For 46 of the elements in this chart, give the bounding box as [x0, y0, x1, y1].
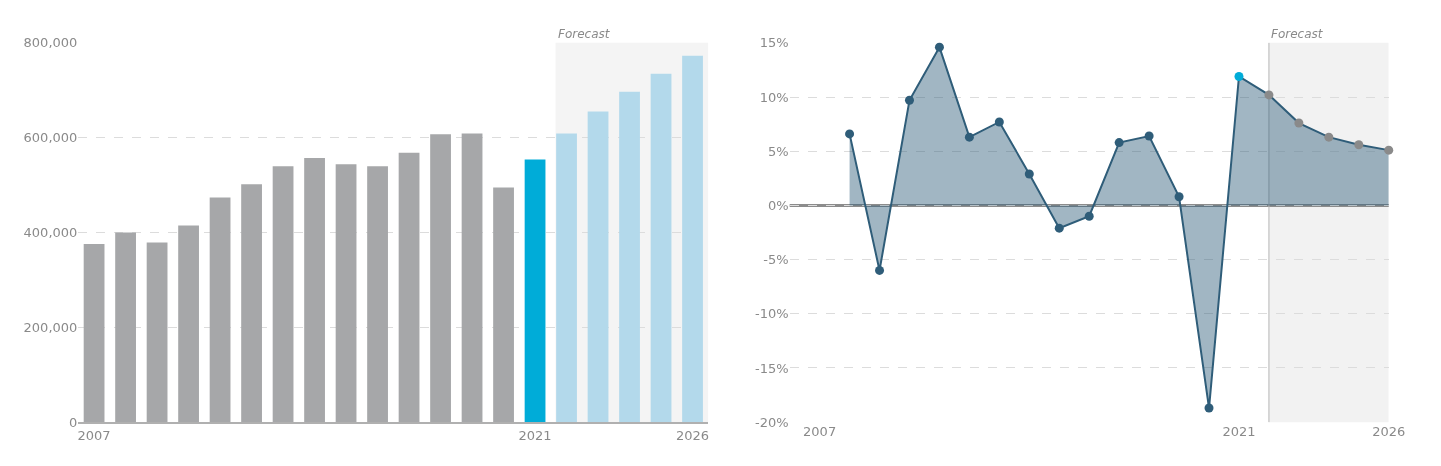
y-tick-label: 5% [768, 143, 789, 159]
y-tick-label: -15% [755, 360, 789, 376]
y-tick-label: 15% [759, 35, 789, 51]
band-label: Forecast [558, 27, 611, 41]
point [1354, 140, 1364, 150]
band-label: Forecast [1271, 27, 1324, 41]
x-tick-label: 2021 [1222, 424, 1256, 440]
point [994, 117, 1004, 127]
point [1024, 169, 1034, 179]
y-tick-label: 600,000 [23, 130, 78, 146]
point [1054, 223, 1064, 233]
point [1324, 132, 1334, 142]
bar [682, 55, 703, 423]
point [904, 95, 914, 105]
y-tick-label: -5% [763, 252, 789, 268]
point [1234, 71, 1244, 81]
point [1384, 145, 1394, 155]
point [1294, 118, 1304, 128]
y-tick-label: 10% [759, 89, 789, 105]
point [875, 265, 885, 275]
point [1174, 192, 1184, 202]
y-tick-label: -20% [755, 414, 789, 430]
point [1264, 90, 1274, 100]
bar [650, 73, 672, 423]
x-tick-label: 2021 [518, 427, 552, 443]
bar [619, 91, 640, 423]
point [934, 42, 944, 52]
point [845, 129, 855, 139]
point [964, 132, 974, 142]
point [1204, 403, 1214, 413]
bar [524, 159, 546, 423]
x-tick-label: 2026 [676, 427, 710, 443]
y-tick-label: -10% [755, 306, 789, 322]
point [1114, 138, 1124, 148]
y-tick-label: 0% [768, 197, 789, 213]
x-tick-label: 2007 [77, 427, 111, 443]
x-tick-label: 2007 [803, 424, 837, 440]
x-tick-label: 2026 [1372, 424, 1406, 440]
y-tick-label: 400,000 [23, 225, 78, 241]
y-tick-label: 800,000 [23, 35, 78, 51]
y-tick-label: 0 [69, 414, 78, 430]
bar [556, 133, 577, 423]
y-tick-label: 200,000 [23, 319, 78, 335]
bar [587, 111, 609, 423]
point [1084, 211, 1094, 221]
point [1144, 131, 1154, 141]
